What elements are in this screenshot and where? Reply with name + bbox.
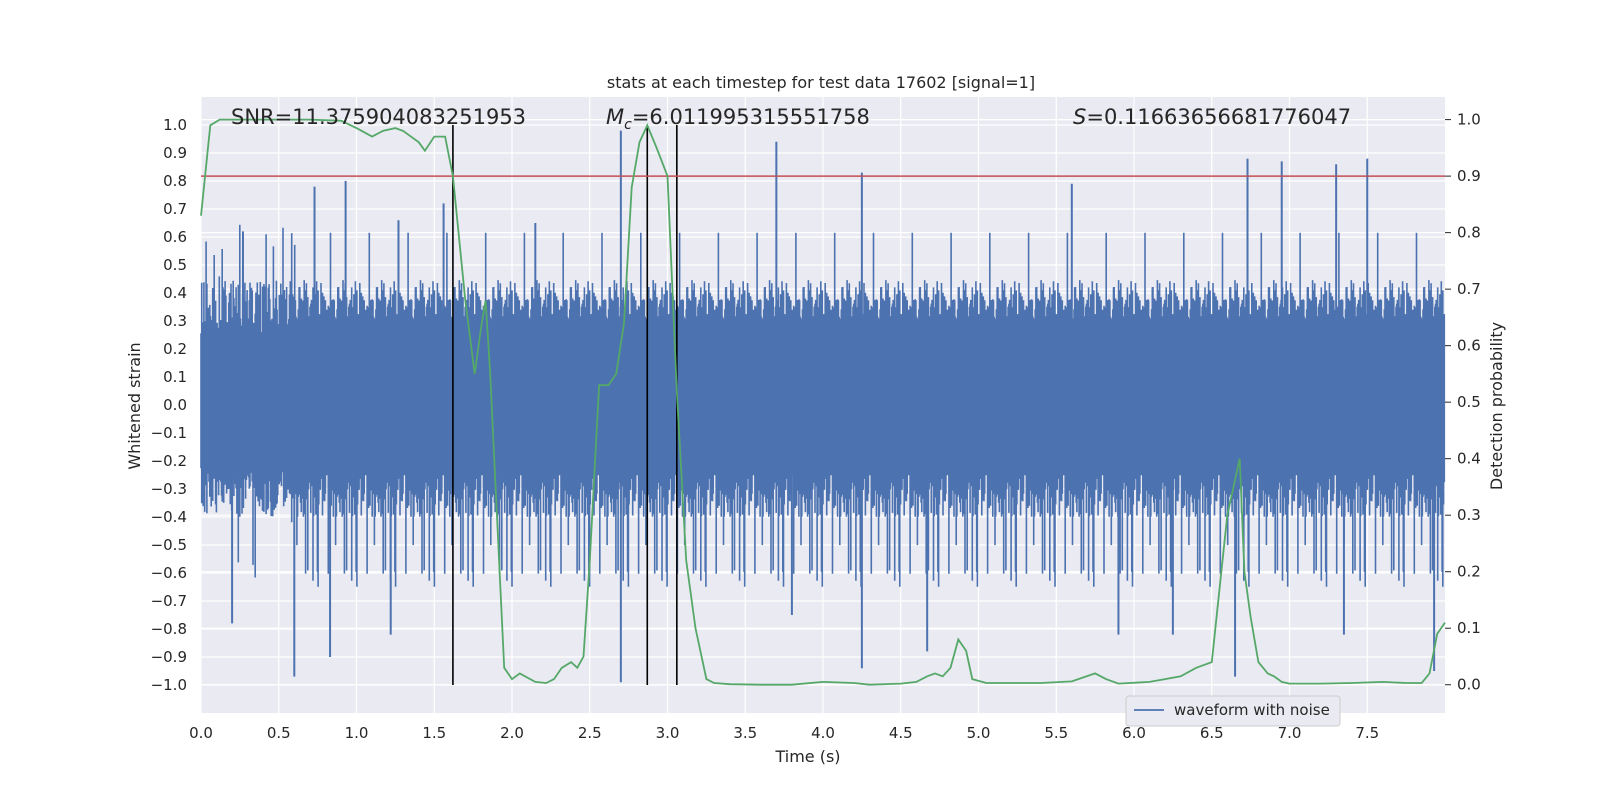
chart-title: stats at each timestep for test data 176… [607,73,1035,92]
mc-value: =6.011995315551758 [632,105,870,129]
y-right-tick-label: 0.7 [1457,280,1481,298]
y-left-tick-label: −1.0 [151,676,187,694]
x-tick-label: 5.5 [1044,724,1068,742]
y-left-tick-label: −0.2 [151,452,187,470]
y-left-tick-label: 0.5 [163,256,187,274]
y-left-tick-label: 1.0 [163,116,187,134]
x-tick-label: 1.0 [345,724,369,742]
y-left-tick-label: −0.7 [151,592,187,610]
s-annotation: S=0.11663656681776047 [1073,105,1351,129]
x-tick-label: 6.5 [1200,724,1224,742]
y-left-tick-label: 0.8 [163,172,187,190]
y-right-tick-label: 0.4 [1457,450,1481,468]
x-axis-ticks: 0.0 0.5 1.0 1.5 2.0 2.5 3.0 3.5 4.0 4.5 5.0 5.5 6.0 6… [189,724,1379,742]
waveform-series [200,130,1446,683]
y-left-tick-label: 0.3 [163,312,187,330]
mc-subscript: c [624,117,632,133]
y-left-tick-label: −0.4 [151,508,187,526]
x-tick-label: 3.0 [656,724,680,742]
x-tick-label: 0.5 [267,724,291,742]
y-left-tick-label: 0.0 [163,396,187,414]
y-left-tick-label: 0.4 [163,284,187,302]
legend-label: waveform with noise [1174,701,1330,719]
y-left-tick-label: 0.1 [163,368,187,386]
y-left-axis-ticks: 1.0 0.9 0.8 0.7 0.6 0.5 0.4 0.3 0.2 0.1 0.0 −0.1 −0.… [151,116,187,694]
s-symbol: S [1073,105,1086,129]
x-tick-label: 1.5 [422,724,446,742]
y-right-axis-ticks: 1.0 0.9 0.8 0.7 0.6 0.5 0.4 0.3 0.2 0.1 0.0 [1445,111,1481,694]
y-right-tick-label: 0.8 [1457,224,1481,242]
y-right-tick-label: 0.6 [1457,337,1481,355]
legend-box [1125,695,1341,727]
y-left-tick-label: −0.3 [151,480,187,498]
x-tick-label: 7.5 [1355,724,1379,742]
x-tick-label: 3.5 [733,724,757,742]
y-right-tick-label: 0.3 [1457,506,1481,524]
y-right-tick-label: 0.1 [1457,619,1481,637]
y-left-tick-label: −0.8 [151,620,187,638]
y-left-tick-label: −0.5 [151,536,187,554]
x-tick-label: 0.0 [189,724,213,742]
waveform-noise-strokes [200,224,1446,587]
x-tick-label: 4.5 [889,724,913,742]
x-tick-label: 4.0 [811,724,835,742]
x-tick-label: 5.0 [967,724,991,742]
y-left-axis-label: Whitened strain [125,342,144,469]
y-left-tick-label: −0.1 [151,424,187,442]
x-tick-label: 2.0 [500,724,524,742]
y-left-tick-label: 0.7 [163,200,187,218]
detection-probability-line [200,118,1446,686]
x-axis-label: Time (s) [774,747,840,766]
y-right-tick-label: 0.9 [1457,167,1481,185]
y-right-axis-label: Detection probability [1487,322,1506,490]
y-right-tick-label: 0.5 [1457,393,1481,411]
y-left-tick-label: 0.6 [163,228,187,246]
y-right-tick-label: 0.2 [1457,563,1481,581]
y-right-tick-label: 0.0 [1457,676,1481,694]
y-left-tick-label: 0.9 [163,144,187,162]
mc-symbol: M [606,105,624,129]
y-right-tick-label: 1.0 [1457,111,1481,129]
snr-annotation: SNR=11.375904083251953 [231,105,526,129]
y-left-tick-label: −0.9 [151,648,187,666]
y-left-tick-label: −0.6 [151,564,187,582]
x-tick-label: 6.0 [1122,724,1146,742]
s-value: =0.11663656681776047 [1086,105,1351,129]
legend: waveform with noise [1125,695,1341,727]
x-tick-label: 2.5 [578,724,602,742]
x-tick-label: 7.0 [1278,724,1302,742]
y-left-tick-label: 0.2 [163,340,187,358]
chirp-mass-annotation: Mc=6.011995315551758 [606,105,870,133]
